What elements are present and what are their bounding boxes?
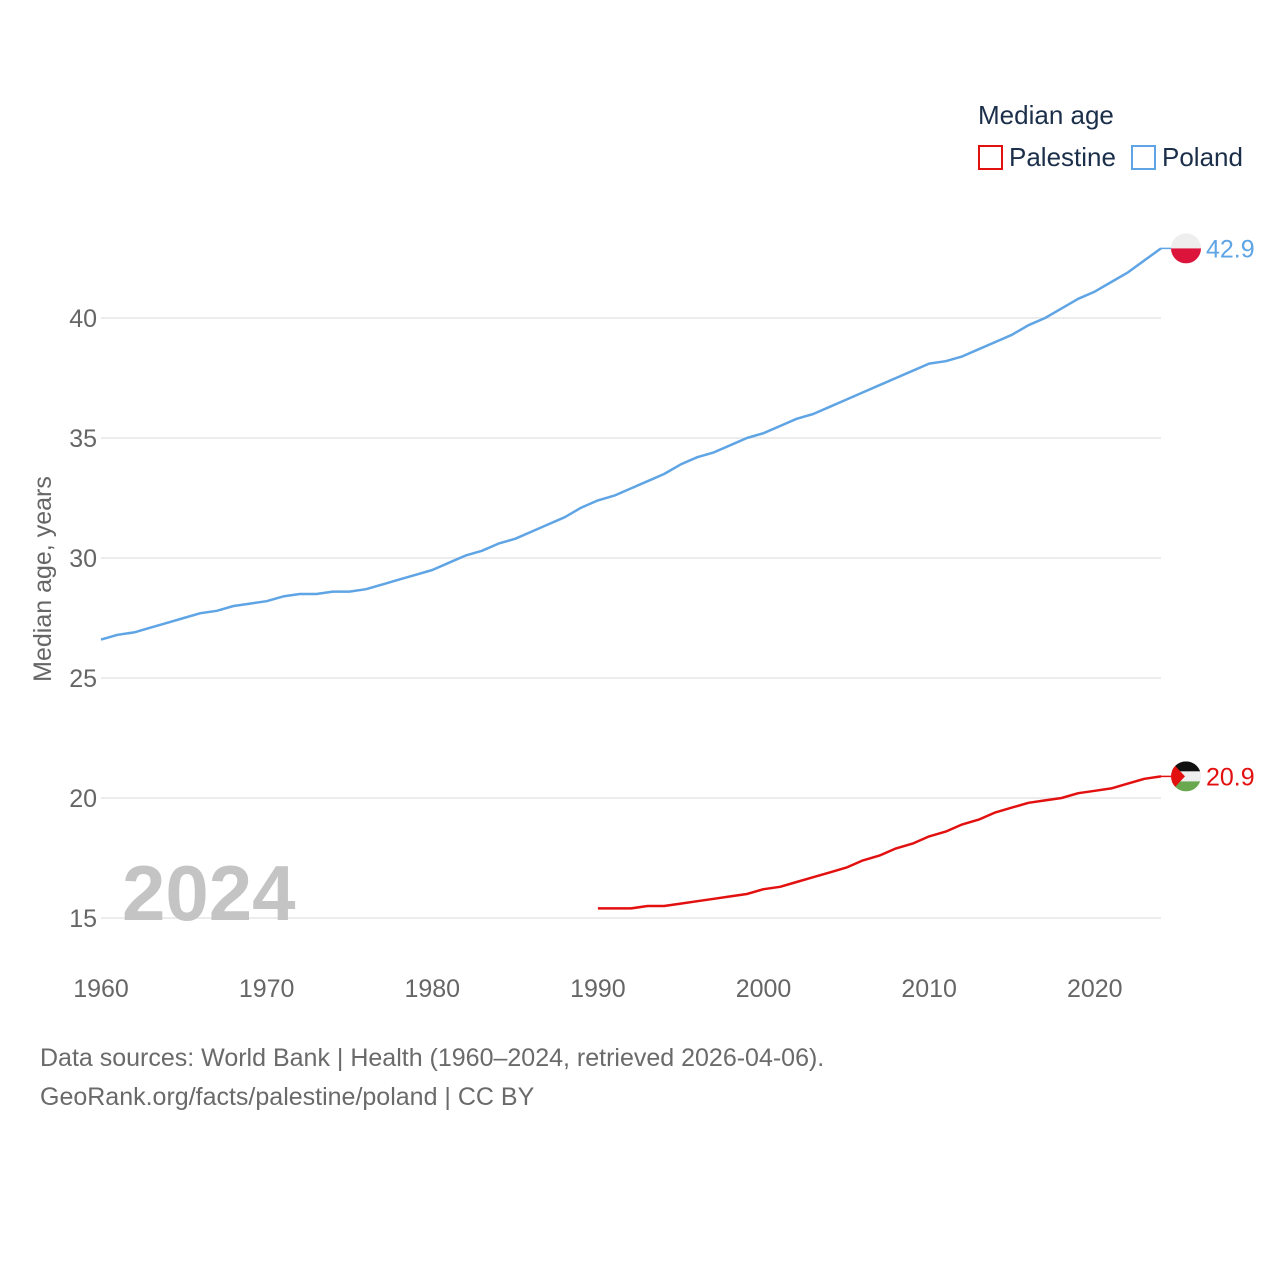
y-tick-label: 25 (69, 665, 97, 693)
year-watermark: 2024 (122, 849, 296, 937)
poland-flag-icon (1171, 233, 1201, 264)
footer-sources: Data sources: World Bank | Health (1960–… (40, 1044, 825, 1072)
x-tick-label: 2000 (736, 975, 792, 1003)
y-tick-label: 20 (69, 785, 97, 813)
palestine-flag-icon (1171, 761, 1201, 792)
x-axis-ticks: 1960 1970 1980 1990 2000 2010 2020 (73, 975, 1122, 1003)
x-tick-label: 2020 (1067, 975, 1123, 1003)
legend-swatch (1131, 145, 1156, 170)
y-tick-label: 15 (69, 905, 97, 933)
legend-label: Poland (1162, 142, 1243, 172)
legend-swatch (978, 145, 1003, 170)
legend-item-palestine[interactable]: Palestine (978, 142, 1116, 172)
x-tick-label: 1960 (73, 975, 129, 1003)
end-value-label: 42.9 (1206, 235, 1255, 263)
grid-lines (101, 317, 1161, 919)
x-tick-label: 1970 (239, 975, 295, 1003)
series-end-markers: 20.9 42.9 (1161, 233, 1255, 792)
line-chart: 15 20 25 30 35 40 1960 1970 1980 1990 2000 2010 202… (29, 100, 1255, 1003)
y-axis-label: Median age, years (29, 476, 57, 682)
y-tick-label: 40 (69, 305, 97, 333)
x-tick-label: 2010 (901, 975, 957, 1003)
y-tick-label: 30 (69, 545, 97, 573)
legend-item-poland[interactable]: Poland (1131, 142, 1243, 172)
x-tick-label: 1990 (570, 975, 626, 1003)
x-tick-label: 1980 (404, 975, 460, 1003)
series-line-palestine[interactable] (597, 775, 1162, 910)
footer-credit[interactable]: GeoRank.org/facts/palestine/poland | CC … (40, 1083, 535, 1111)
series-lines (100, 247, 1162, 910)
legend[interactable]: Median age Palestine Poland (978, 100, 1243, 172)
series-line-poland[interactable] (100, 247, 1162, 641)
legend-label: Palestine (1009, 142, 1116, 172)
end-value-label: 20.9 (1206, 763, 1255, 791)
y-tick-label: 35 (69, 425, 97, 453)
y-axis-ticks: 15 20 25 30 35 40 (69, 305, 97, 933)
legend-title: Median age (978, 100, 1114, 130)
